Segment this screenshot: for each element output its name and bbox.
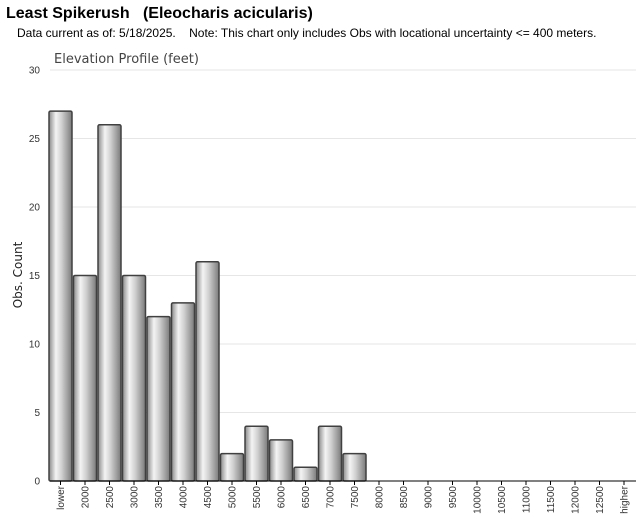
x-tick-label: 2500 [105,486,116,509]
bar [97,124,122,482]
x-tick-label: 5000 [228,486,239,509]
page-title: Least Spikerush (Eleocharis acicularis) [6,5,313,22]
bar [121,274,147,482]
bar [342,452,367,482]
bars [48,110,367,482]
x-tick-label: 12500 [595,486,606,514]
x-tick-label: 2000 [81,486,92,509]
bar [48,110,73,482]
x-tick-label: 11000 [522,486,533,514]
bar [72,274,98,482]
gridlines [50,69,636,413]
y-axis: 0 5 10 15 20 25 30 [29,66,41,488]
y-tick-label: 25 [29,134,41,145]
x-tick-label: 9000 [424,486,435,509]
x-tick-label: 10000 [473,486,484,514]
y-axis-title: Obs. Count [11,241,25,308]
y-tick-label: 20 [29,203,41,214]
x-tick-label: 10500 [497,486,508,514]
x-tick-label: 4000 [179,486,190,509]
bar [170,302,196,482]
x-tick-label: 6500 [301,486,312,509]
x-tick-label: 8000 [375,486,386,509]
x-tick-label: lower [56,485,67,510]
x-tick-label: 7500 [350,486,361,509]
y-tick-label: 5 [34,408,40,419]
bar [219,452,245,482]
bar [146,315,171,482]
x-tick-label: 3500 [154,486,165,509]
y-tick-label: 10 [29,340,41,351]
bar [244,425,269,482]
bar [317,425,343,482]
y-tick-label: 0 [34,477,40,488]
x-tick-label: 11500 [546,486,557,514]
x-tick-label: 12000 [571,486,582,514]
data-note: Data current as of: 5/18/2025. Note: Thi… [17,26,597,40]
x-tick-label: higher [620,485,631,513]
bar [268,439,294,482]
x-tick-label: 9500 [448,486,459,509]
x-tick-label: 4500 [203,486,214,509]
y-tick-label: 15 [29,271,41,282]
bar [293,466,318,482]
chart-title: Elevation Profile (feet) [54,52,199,67]
x-tick-label: 6000 [277,486,288,509]
bar [195,261,220,482]
x-tick-label: 5500 [252,486,263,509]
x-axis: lower 2000 2500 3000 3500 4000 4500 5000 5500 600… [56,481,631,514]
x-tick-label: 8500 [399,486,410,509]
y-tick-label: 30 [29,66,41,77]
x-tick-label: 7000 [326,486,337,509]
x-tick-label: 3000 [130,486,141,509]
